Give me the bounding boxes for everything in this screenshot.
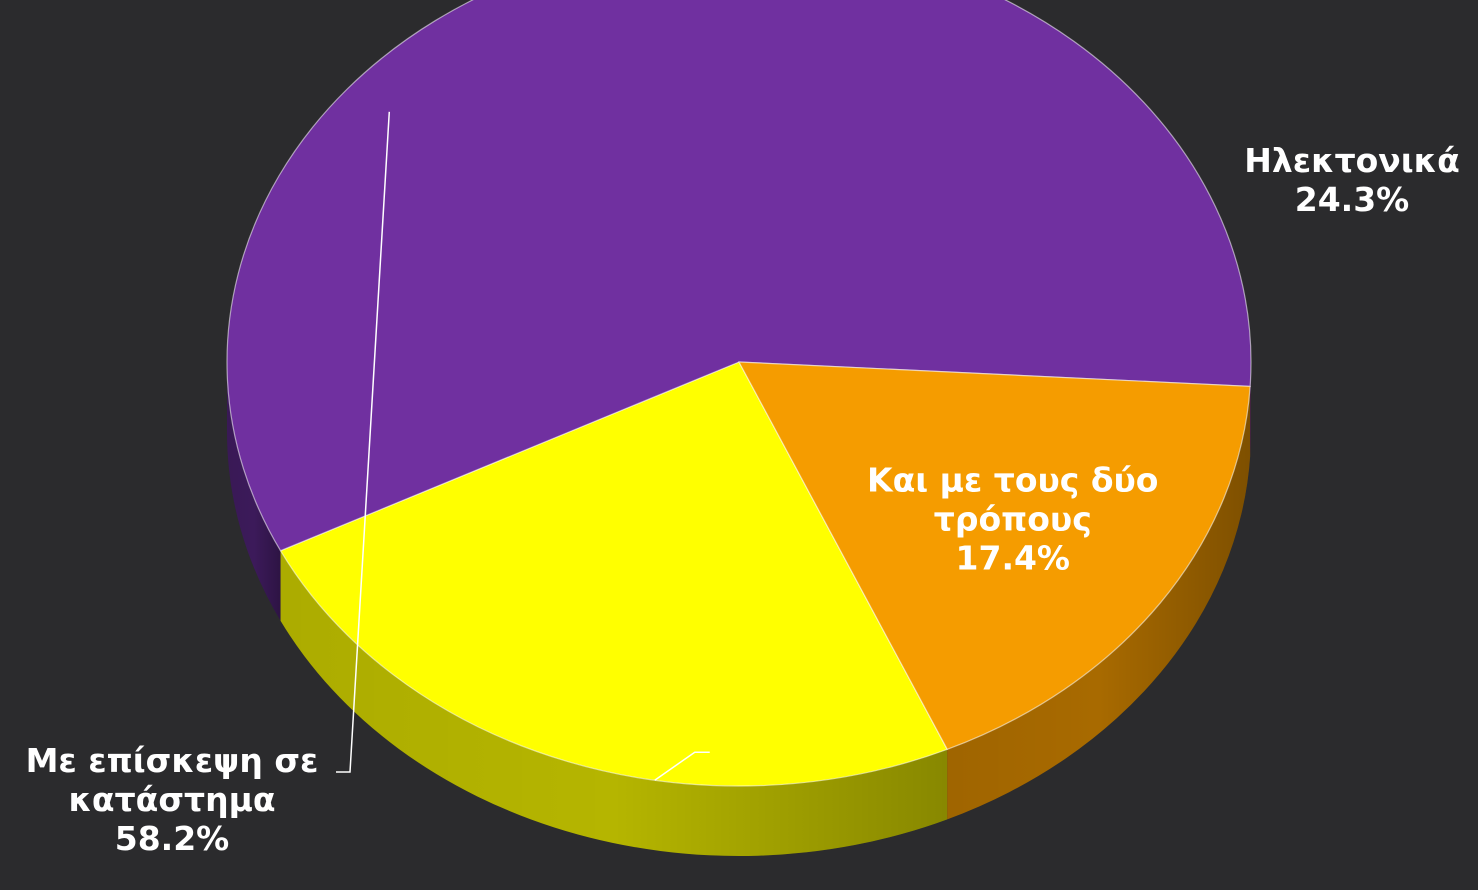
slice-label-1-line-1: κατάστημα (68, 780, 275, 819)
pie-top-layer (226, 0, 1252, 787)
slice-label-2-line-0: Και με τους δύο (867, 461, 1158, 500)
slice-label-1-line-2: 58.2% (115, 819, 230, 858)
slice-label-0-line-0: Ηλεκτονικά (1244, 141, 1460, 180)
pie-slice-1[interactable] (226, 0, 1252, 552)
pie-slice-0[interactable] (279, 361, 949, 787)
leader-line-0 (654, 751, 710, 781)
slice-label-2-line-1: τρόπους (934, 500, 1092, 539)
slice-label-1: Με επίσκεψη σε κατάστημα 58.2% (26, 741, 319, 858)
slice-label-0-line-1: 24.3% (1295, 180, 1410, 219)
pie-side-layer (227, 362, 1251, 857)
slice-label-2-line-2: 17.4% (956, 539, 1071, 578)
pie-side-shade-2-0 (947, 386, 1251, 820)
slice-label-1-line-0: Με επίσκεψη σε (26, 741, 319, 780)
slice-labels: Ηλεκτονικά 24.3% Με επίσκεψη σε κατάστημα 58… (26, 141, 1460, 858)
slice-label-0: Ηλεκτονικά 24.3% (1244, 141, 1460, 219)
leader-lines (336, 111, 710, 781)
slice-label-2: Και με τους δύο τρόπους 17.4% (867, 461, 1158, 578)
pie-side-shade-0-0 (280, 550, 948, 857)
leader-line-1 (336, 111, 391, 773)
pie-side-shade-1-0 (227, 362, 281, 621)
pie-slice-2[interactable] (737, 361, 1251, 751)
